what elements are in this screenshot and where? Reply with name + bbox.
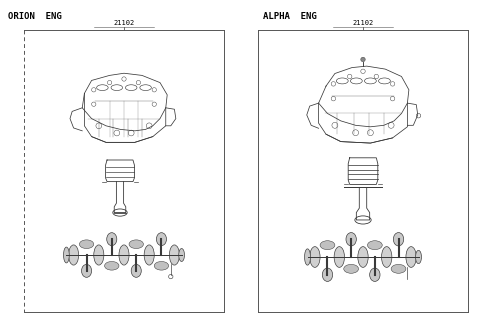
Ellipse shape	[156, 233, 167, 246]
Ellipse shape	[370, 268, 380, 281]
Ellipse shape	[416, 250, 421, 264]
Text: ORION  ENG: ORION ENG	[8, 12, 62, 21]
Ellipse shape	[94, 245, 104, 265]
Ellipse shape	[368, 241, 382, 250]
Ellipse shape	[63, 247, 69, 263]
Ellipse shape	[154, 261, 168, 270]
Ellipse shape	[346, 233, 356, 246]
Ellipse shape	[382, 247, 392, 267]
Ellipse shape	[304, 249, 311, 265]
Ellipse shape	[406, 247, 416, 267]
Ellipse shape	[310, 247, 320, 267]
Ellipse shape	[358, 247, 368, 267]
Ellipse shape	[320, 241, 335, 250]
Ellipse shape	[169, 245, 180, 265]
Ellipse shape	[105, 261, 119, 270]
Ellipse shape	[69, 245, 79, 265]
Ellipse shape	[82, 264, 92, 277]
Text: 21102: 21102	[113, 20, 134, 26]
Text: ALPHA  ENG: ALPHA ENG	[263, 12, 317, 21]
Ellipse shape	[129, 240, 144, 249]
Ellipse shape	[119, 245, 129, 265]
Ellipse shape	[131, 264, 141, 277]
Ellipse shape	[179, 249, 184, 261]
Ellipse shape	[393, 233, 404, 246]
Ellipse shape	[144, 245, 154, 265]
Ellipse shape	[107, 233, 117, 246]
Ellipse shape	[79, 240, 94, 249]
Ellipse shape	[344, 264, 359, 273]
Ellipse shape	[391, 264, 406, 273]
Ellipse shape	[334, 247, 345, 267]
Text: 21102: 21102	[352, 20, 373, 26]
Ellipse shape	[322, 268, 333, 281]
Circle shape	[361, 57, 365, 62]
